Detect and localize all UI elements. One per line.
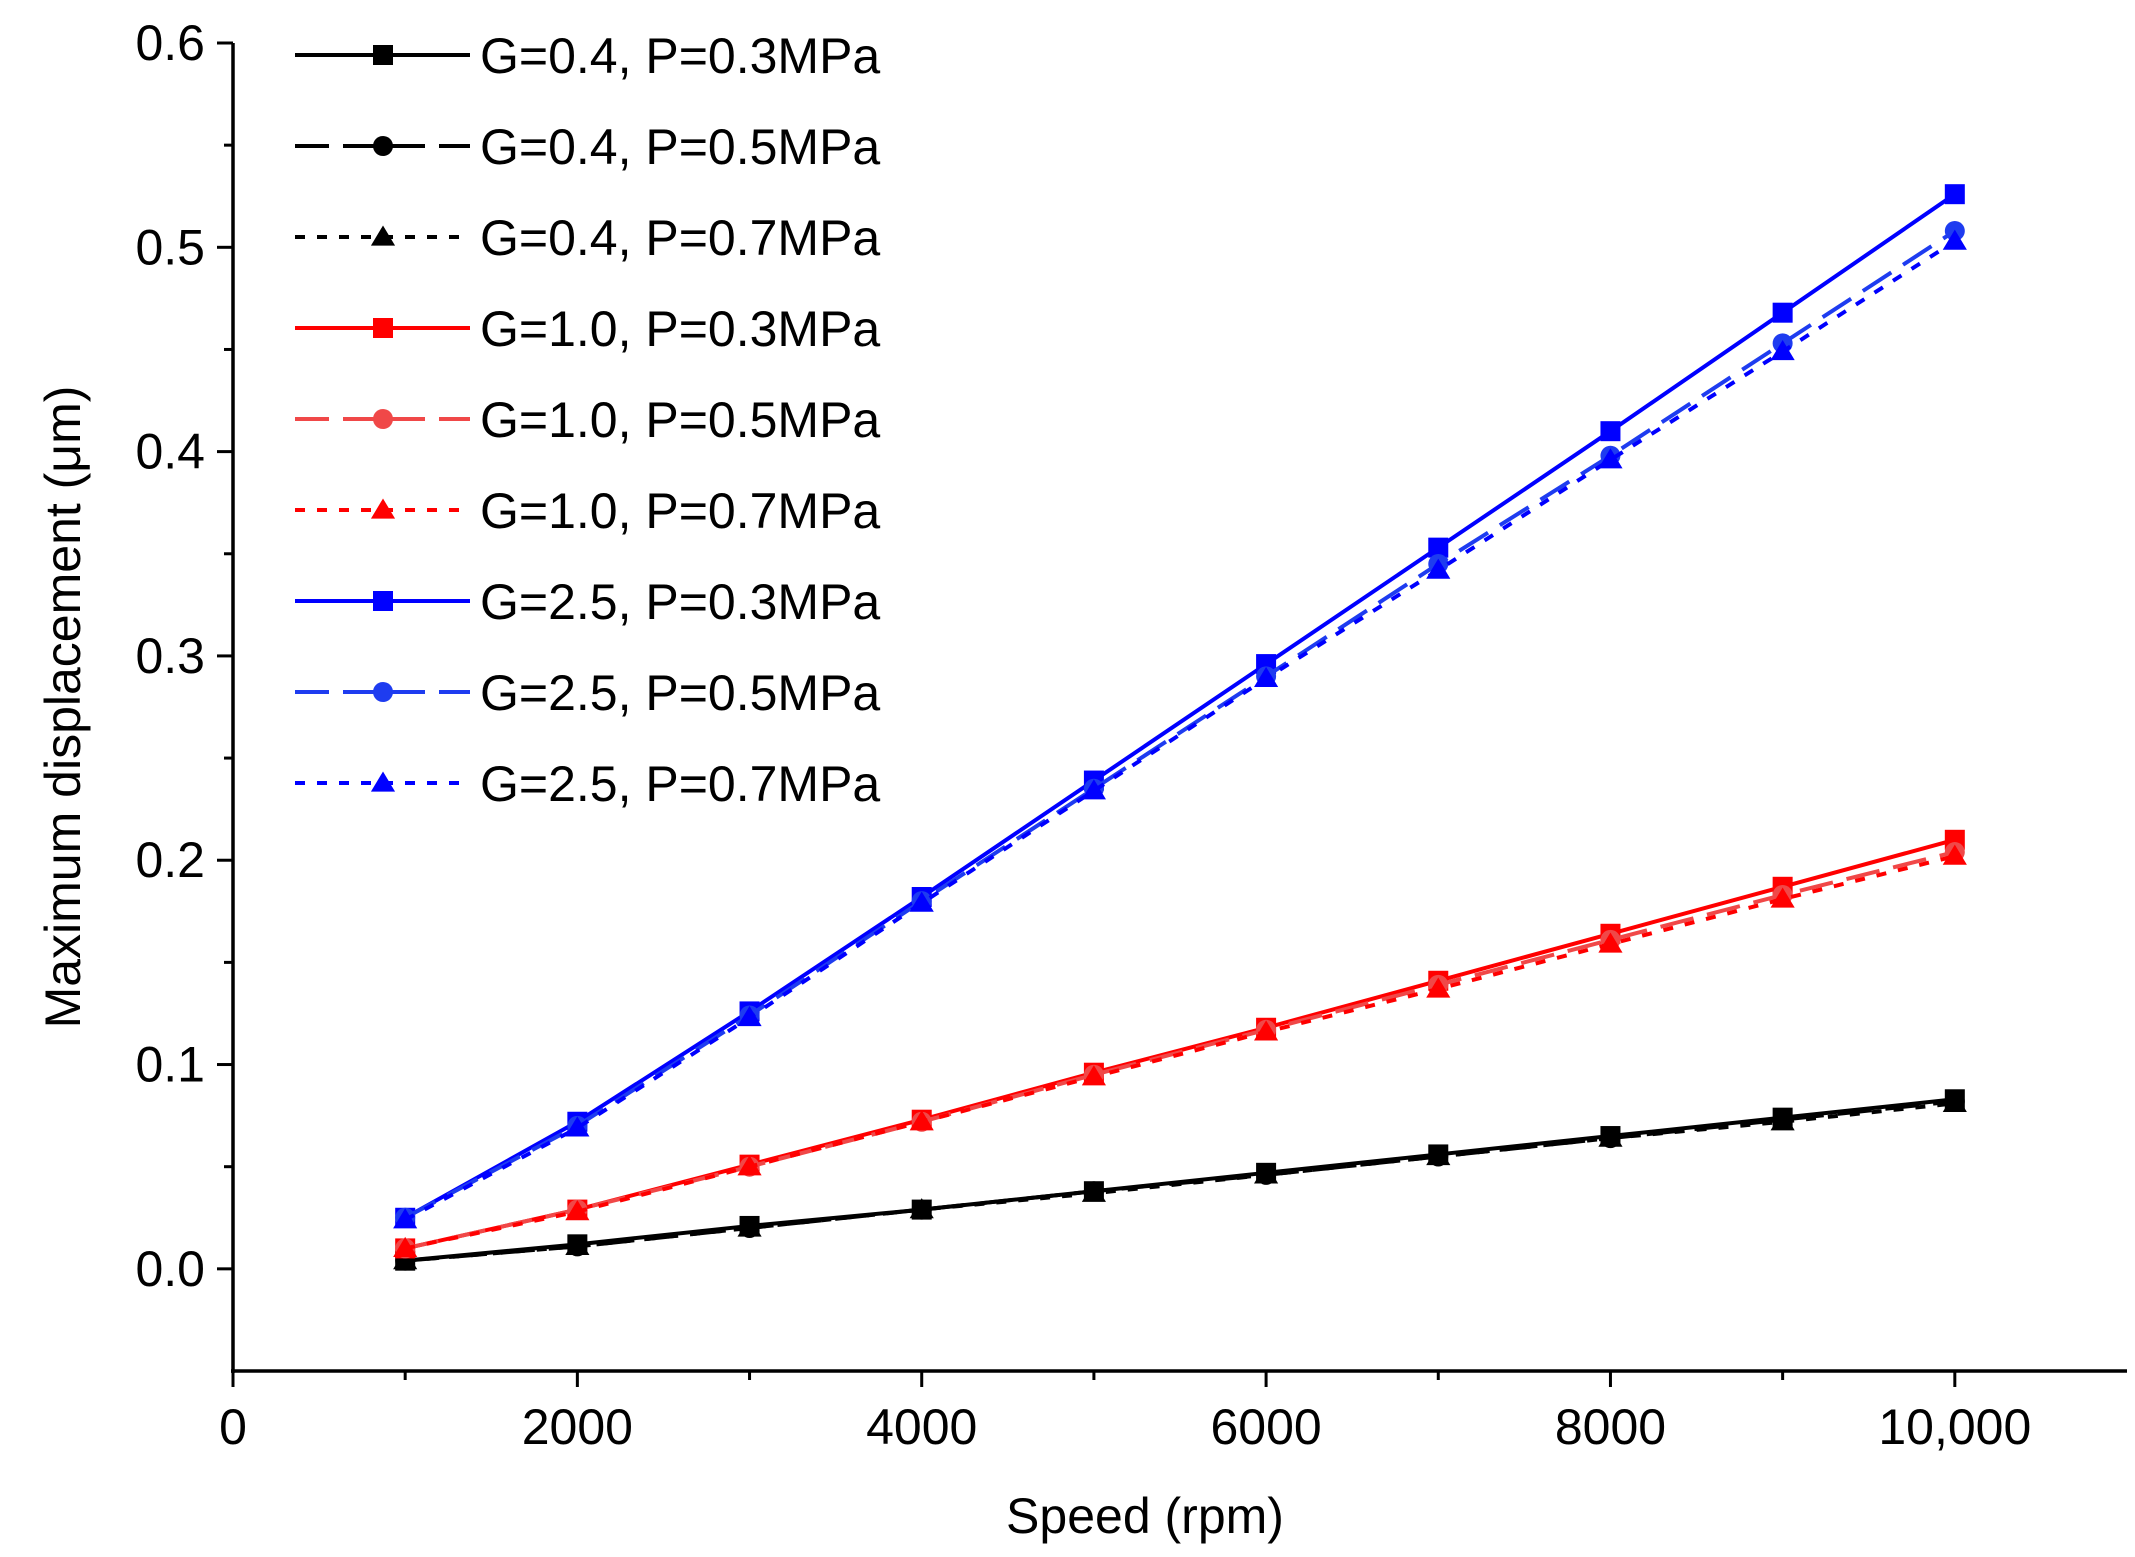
data-point [1770, 340, 1795, 361]
legend-label: G=0.4, P=0.7MPa [480, 210, 880, 266]
data-point [1081, 1181, 1106, 1202]
legend-marker [373, 591, 393, 611]
data-point [909, 1198, 934, 1219]
x-axis-label: Speed (rpm) [1006, 1488, 1284, 1544]
data-point [1254, 666, 1279, 688]
data-point [1426, 1144, 1451, 1166]
series-line [405, 1101, 1956, 1263]
data-point [1942, 844, 1967, 865]
data-point [1254, 1020, 1279, 1041]
series-line [404, 239, 1956, 1222]
y-tick-label: 0.4 [135, 424, 205, 480]
data-point [1770, 1110, 1795, 1131]
legend-marker [373, 682, 393, 702]
data-point [1426, 977, 1451, 998]
data-point [565, 1200, 590, 1221]
y-tick-label: 0.5 [135, 219, 205, 275]
data-point [1772, 302, 1793, 323]
axes [231, 43, 2127, 1373]
legend-label: G=1.0, P=0.5MPa [480, 392, 880, 448]
data-point [1081, 1065, 1106, 1086]
data-point [1770, 887, 1795, 908]
data-point [1598, 448, 1623, 469]
y-axis-label: Maximum displacement (μm) [35, 386, 91, 1029]
legend-marker [370, 771, 396, 792]
legend-marker [373, 136, 393, 156]
plot-marks [393, 184, 1967, 1271]
legend-label: G=2.5, P=0.3MPa [480, 574, 880, 630]
x-tick-label: 10,000 [1878, 1399, 2031, 1455]
series-line [404, 854, 1956, 1251]
series-line [404, 192, 1956, 1220]
y-tick-label: 0.0 [135, 1241, 205, 1297]
data-point [909, 891, 934, 912]
legend-label: G=0.4, P=0.5MPa [480, 119, 880, 175]
y-tick-label: 0.3 [135, 628, 205, 684]
data-point [565, 1234, 590, 1255]
data-point [909, 1110, 934, 1131]
series-line [404, 1097, 1956, 1263]
x-tick-label: 4000 [866, 1399, 977, 1455]
legend-marker [370, 225, 396, 246]
legend: G=0.4, P=0.3MPa G=0.4, P=0.5MPa G=0.4, P=0… [295, 28, 880, 812]
data-point [1600, 421, 1621, 442]
legend-label: G=2.5, P=0.7MPa [480, 756, 880, 812]
legend-marker [373, 409, 393, 429]
data-point [1944, 184, 1965, 205]
data-point [737, 1155, 762, 1176]
ticks: 0.0 0.1 0.2 0.3 0.4 0.5 0.6 0 2000 4000 6000 8000 10… [135, 15, 2031, 1455]
data-point [1254, 1163, 1279, 1184]
legend-label: G=1.0, P=0.7MPa [480, 483, 880, 539]
data-point [737, 1216, 762, 1237]
x-tick-label: 0 [219, 1399, 247, 1455]
series-line [404, 837, 1956, 1251]
legend-marker [373, 318, 393, 338]
data-point [1426, 558, 1451, 579]
data-point [1081, 779, 1106, 800]
data-point [1598, 932, 1623, 953]
data-point [1428, 537, 1449, 558]
series-line [404, 229, 1956, 1220]
legend-marker [373, 45, 393, 65]
data-point [393, 1249, 418, 1270]
data-point [1942, 1091, 1967, 1112]
y-tick-label: 0.6 [135, 15, 205, 71]
legend-label: G=0.4, P=0.3MPa [480, 28, 880, 84]
x-tick-label: 8000 [1555, 1399, 1666, 1455]
legend-label: G=1.0, P=0.3MPa [480, 301, 880, 357]
legend-label: G=2.5, P=0.5MPa [480, 665, 880, 721]
data-point [393, 1236, 418, 1258]
data-point [737, 1006, 762, 1027]
data-point [565, 1116, 590, 1137]
series-line [404, 850, 1956, 1251]
y-tick-label: 0.1 [135, 1037, 205, 1093]
data-point [1598, 1126, 1623, 1147]
y-tick-label: 0.2 [135, 832, 205, 888]
data-point [393, 1208, 418, 1229]
x-tick-label: 6000 [1210, 1399, 1321, 1455]
legend-marker [370, 498, 396, 519]
data-point [1942, 229, 1967, 250]
x-tick-label: 2000 [522, 1399, 633, 1455]
